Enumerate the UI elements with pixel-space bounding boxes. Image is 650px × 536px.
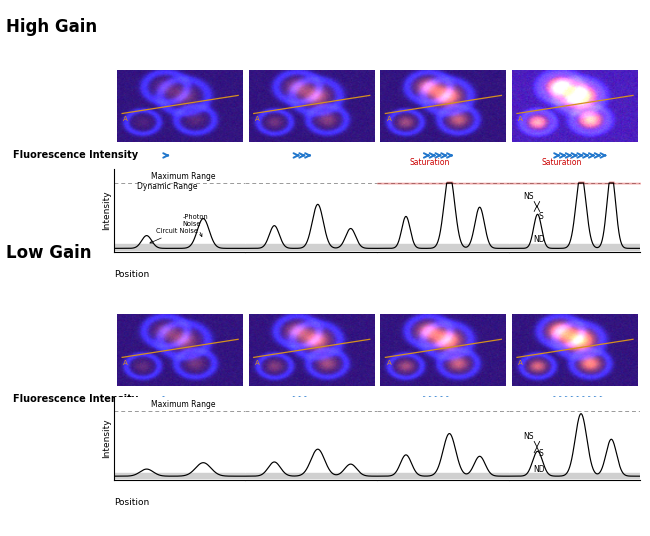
Text: Maximum Range: Maximum Range [151,172,215,181]
Text: Fluorescence Intensity: Fluorescence Intensity [13,394,138,404]
Text: Dynamic Range: Dynamic Range [137,182,198,191]
Text: A: A [518,360,523,366]
Text: ND: ND [534,465,545,473]
Text: ND: ND [534,235,545,244]
Bar [508,473,640,478]
Text: Maximum Range: Maximum Range [151,399,215,408]
Bar [377,473,509,478]
Bar [114,244,246,250]
Text: NS: NS [523,432,534,441]
Text: Fluorescence Intensity: Fluorescence Intensity [13,151,138,160]
Text: S: S [538,449,543,458]
Text: S: S [538,212,543,220]
Text: -Photon
Noise: -Photon Noise [182,214,208,236]
Text: A: A [518,116,523,122]
Y-axis label: Intensity: Intensity [102,191,111,230]
Y-axis label: Intensity: Intensity [102,419,111,458]
Text: A: A [387,360,391,366]
Text: Circuit Noise: Circuit Noise [150,228,198,243]
Text: Low Gain: Low Gain [6,243,92,262]
Text: A: A [124,360,128,366]
Bar [246,473,377,478]
Text: A: A [255,116,259,122]
Bar [377,244,509,250]
Text: A: A [387,116,391,122]
Text: NS: NS [523,192,534,200]
Text: A: A [255,360,259,366]
Bar [114,473,246,478]
Text: Saturation: Saturation [410,158,450,167]
Bar [508,244,640,250]
Text: Saturation: Saturation [541,158,582,167]
Text: High Gain: High Gain [6,18,97,36]
Text: Position: Position [114,270,149,279]
Text: Position: Position [114,498,149,507]
Bar [246,244,377,250]
Text: A: A [124,116,128,122]
